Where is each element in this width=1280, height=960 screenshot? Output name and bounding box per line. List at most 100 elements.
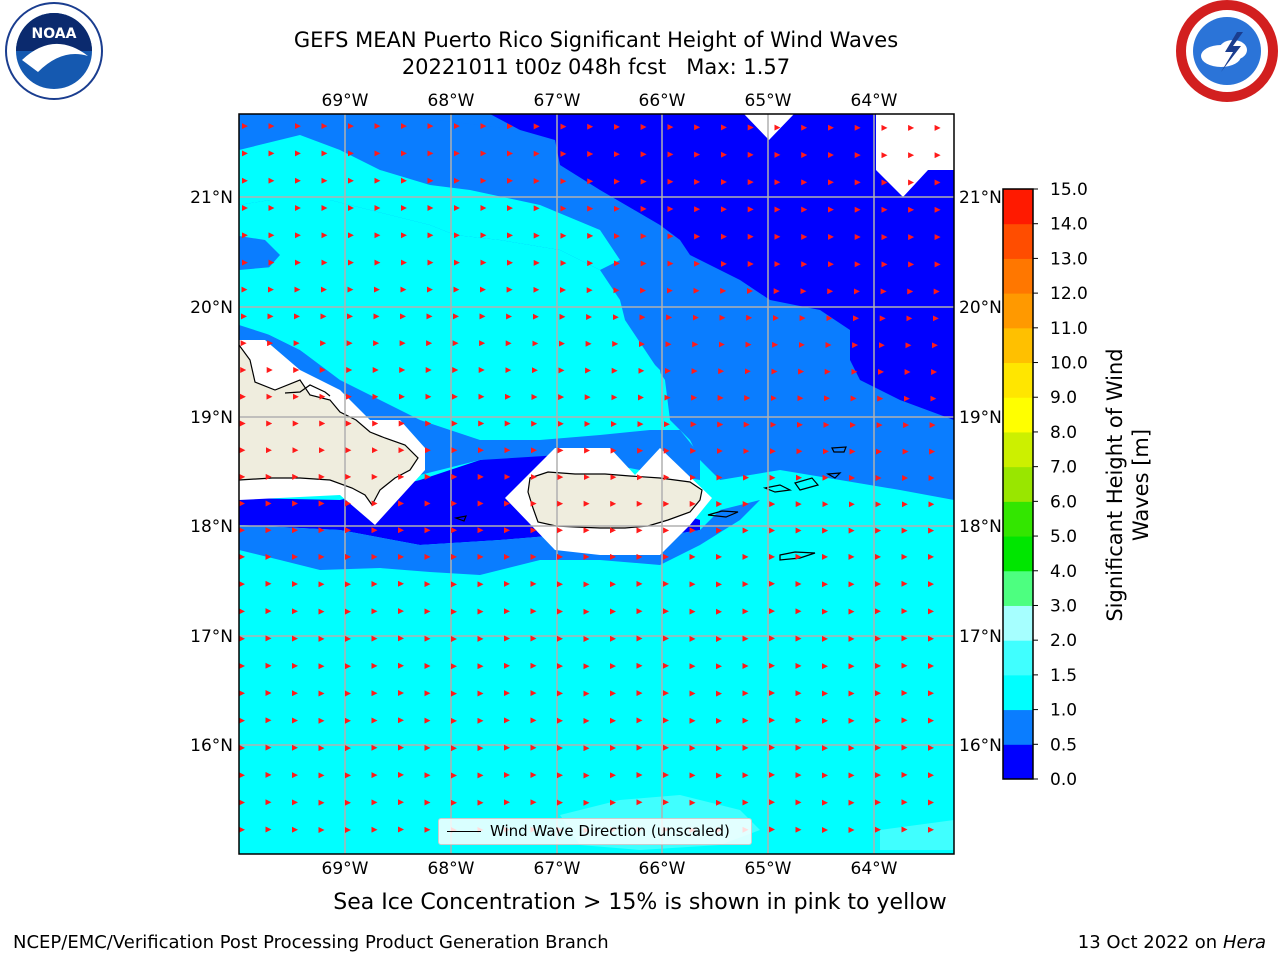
chart-subtitle-forecast: 20221011 t00z 048h fcst Max: 1.57 — [401, 55, 791, 79]
gridlines — [239, 114, 954, 854]
wave-band-0.0-0.5-northeast — [490, 114, 954, 420]
left-lat-label: 21°N — [190, 188, 233, 208]
top-lon-label: 68°W — [428, 91, 475, 111]
left-lat-label: 17°N — [190, 627, 233, 647]
colorbar-tick-label: 7.0 — [1050, 458, 1077, 478]
colorbar-segment — [1003, 223, 1033, 259]
right-lat-label: 19°N — [959, 408, 1002, 428]
bottom-lon-label: 64°W — [851, 859, 898, 879]
colorbar-label-line2: Waves [m] — [1129, 428, 1153, 542]
colorbar-tick-label: 15.0 — [1050, 180, 1088, 200]
hispaniola-land — [239, 343, 419, 507]
colorbar-tick-label: 0.5 — [1050, 735, 1077, 755]
colorbar-segment — [1003, 744, 1033, 780]
colorbar-segment — [1003, 501, 1033, 537]
colorbar: 0.0 0.5 1.0 1.5 2.0 3.0 4.0 5.0 6.0 7.0 8.0 9.0 10.0… — [1002, 180, 1088, 790]
bottom-lon-label: 68°W — [428, 859, 475, 879]
legend: Wind Wave Direction (unscaled) — [438, 818, 752, 845]
top-lon-label: 65°W — [745, 91, 792, 111]
wave-band-0.5-1.0-south — [239, 500, 760, 575]
colorbar-segment — [1003, 674, 1033, 711]
right-lat-label: 21°N — [959, 188, 1002, 208]
virgin-islands-2 — [794, 477, 820, 491]
map-area — [239, 114, 954, 854]
vieques-island — [707, 510, 739, 518]
chart-title: GEFS MEAN Puerto Rico Significant Height… — [293, 28, 899, 52]
colorbar-tick-label: 1.5 — [1050, 666, 1077, 686]
virgin-islands-1 — [762, 484, 793, 493]
desecheo-island — [453, 515, 467, 522]
right-lat-label: 20°N — [959, 298, 1002, 318]
colorbar-tick-label: 13.0 — [1050, 249, 1088, 269]
virgin-islands-4 — [831, 446, 847, 453]
colorbar-segment — [1003, 362, 1033, 398]
colorbar-tick-label: 8.0 — [1050, 423, 1077, 443]
colorbar-tick-label: 0.0 — [1050, 770, 1077, 790]
sea-ice-note: Sea Ice Concentration > 15% is shown in … — [333, 890, 947, 915]
top-lon-label: 67°W — [534, 91, 581, 111]
bottom-lon-label: 67°W — [534, 859, 581, 879]
legend-line-swatch — [447, 831, 481, 832]
left-lat-label: 16°N — [190, 736, 233, 756]
colorbar-tick-label: 10.0 — [1050, 354, 1088, 374]
top-lon-label: 69°W — [322, 91, 369, 111]
legend-label: Wind Wave Direction (unscaled) — [490, 822, 730, 840]
footer-credit: NCEP/EMC/Verification Post Processing Pr… — [13, 932, 609, 953]
colorbar-tick-label: 14.0 — [1050, 215, 1088, 235]
colorbar-tick-label: 12.0 — [1050, 284, 1088, 304]
hispaniola-north-coast — [284, 384, 331, 397]
map-frame — [238, 113, 955, 855]
colorbar-tick-label: 2.0 — [1050, 631, 1077, 651]
st-croix-island — [779, 551, 816, 561]
left-lat-label: 18°N — [190, 517, 233, 537]
colorbar-segment — [1003, 570, 1033, 606]
missing-data-area-top — [744, 114, 794, 140]
virgin-islands-3 — [826, 472, 842, 479]
wave-band-1.5-2.0-se-patch — [880, 820, 954, 850]
colorbar-segment — [1003, 709, 1033, 745]
colorbar-segment — [1003, 258, 1033, 294]
right-lat-label: 18°N — [959, 517, 1002, 537]
puerto-rico-land — [527, 471, 703, 529]
colorbar-frame — [1002, 188, 1034, 780]
footer-date-text: 13 Oct 2022 on — [1077, 932, 1223, 953]
right-lat-label: 16°N — [959, 736, 1002, 756]
colorbar-tick-label: 6.0 — [1050, 492, 1077, 512]
colorbar-tick-label: 11.0 — [1050, 319, 1088, 339]
left-lat-labels: 21°N 20°N 19°N 18°N 17°N 16°N — [190, 188, 233, 756]
colorbar-segment — [1003, 536, 1033, 572]
nws-logo — [1176, 0, 1278, 102]
right-lat-label: 17°N — [959, 627, 1002, 647]
colorbar-segment — [1003, 466, 1033, 502]
colorbar-label-line1: Significant Height of Wind — [1103, 348, 1127, 622]
colorbar-segment — [1003, 327, 1033, 364]
colorbar-segment — [1003, 293, 1033, 329]
bottom-lon-label: 65°W — [745, 859, 792, 879]
colorbar-segment — [1003, 189, 1033, 225]
wave-band-0.5-1.0-west-patch — [239, 236, 280, 272]
left-lat-label: 20°N — [190, 298, 233, 318]
colorbar-tick-label: 4.0 — [1050, 562, 1077, 582]
colorbar-tick-label: 9.0 — [1050, 388, 1077, 408]
colorbar-tick-label: 1.0 — [1050, 701, 1077, 721]
noaa-logo-text: NOAA — [32, 26, 77, 42]
colorbar-tick-label: 5.0 — [1050, 527, 1077, 547]
footer-date: 13 Oct 2022 on Hera — [1078, 932, 1266, 953]
noaa-logo: NOAA — [5, 2, 103, 100]
left-lat-label: 19°N — [190, 408, 233, 428]
bottom-lon-label: 69°W — [322, 859, 369, 879]
top-lon-labels: 69°W 68°W 67°W 66°W 65°W 64°W — [322, 91, 898, 111]
colorbar-segment — [1003, 605, 1033, 641]
right-lat-labels: 21°N 20°N 19°N 18°N 17°N 16°N — [959, 188, 1002, 756]
missing-data-area-ne — [876, 114, 954, 197]
top-lon-label: 66°W — [639, 91, 686, 111]
bottom-lon-labels: 69°W 68°W 67°W 66°W 65°W 64°W — [322, 859, 898, 879]
top-lon-label: 64°W — [851, 91, 898, 111]
colorbar-segment — [1003, 640, 1033, 676]
colorbar-segment — [1003, 397, 1033, 433]
colorbar-tick-label: 3.0 — [1050, 596, 1077, 616]
bottom-lon-label: 66°W — [639, 859, 686, 879]
footer-machine-name: Hera — [1222, 932, 1266, 953]
wave-band-1.0-1.5-nw-tongue — [239, 135, 620, 270]
